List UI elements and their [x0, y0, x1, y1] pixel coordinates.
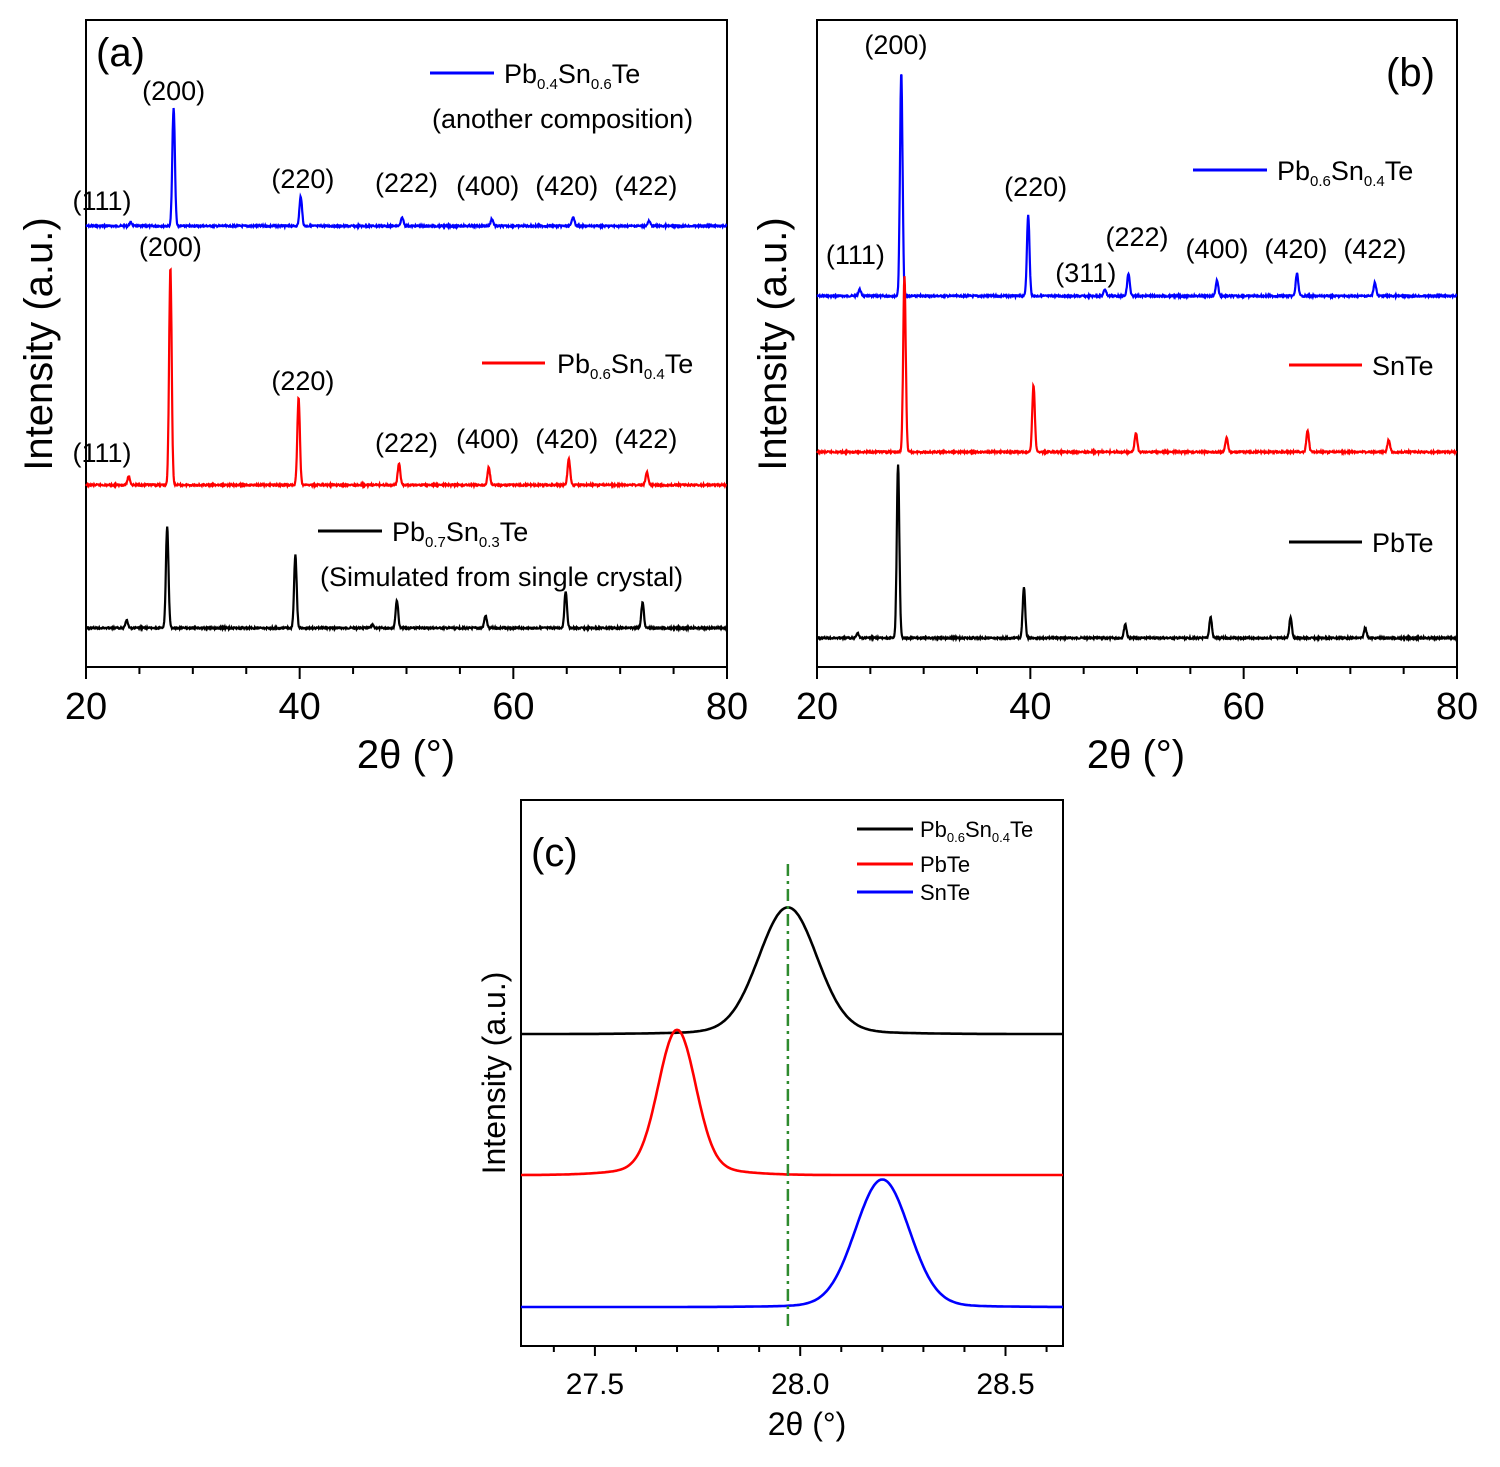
peak-label: (400) [456, 424, 519, 454]
panel-b-frame [816, 19, 1458, 668]
peak-label: (422) [614, 171, 677, 201]
x-tick-label: 27.5 [566, 1368, 624, 1401]
panel-c-x-ticks: 27.5 28.0 28.5 [552, 1346, 1048, 1401]
legend-a-black-label: Pb0.7Sn0.3Te [392, 517, 528, 551]
panel-b-x-label: 2θ (°) [1087, 733, 1185, 777]
panel-b-tag: (b) [1386, 51, 1435, 95]
peak-label: (400) [456, 171, 519, 201]
peak-label: (220) [1004, 172, 1067, 202]
x-tick-label: 28.5 [976, 1368, 1034, 1401]
panel-c-legend: Pb0.6Sn0.4Te PbTe SnTe [857, 817, 1033, 905]
x-tick-label: 80 [706, 686, 748, 728]
peak-label: (400) [1185, 234, 1248, 264]
peak-label: (220) [271, 164, 334, 194]
series-line-pb0-4sn0-6te [85, 107, 728, 231]
peak-label: (222) [1105, 222, 1168, 252]
x-tick-label: 20 [796, 686, 838, 728]
x-tick-label: 80 [1436, 686, 1478, 728]
peak-label: (200) [139, 232, 202, 262]
legend-a-red-label: Pb0.6Sn0.4Te [557, 349, 693, 383]
panel-c-series [521, 906, 1063, 1309]
panel-a-peak-labels: (111)(200)(220) (222) (400) (420) (422)(111)… [73, 76, 678, 468]
peak-label: (420) [1264, 234, 1327, 264]
legend-a-black-note: (Simulated from single crystal) [320, 562, 683, 592]
x-tick-label: 28.0 [771, 1368, 829, 1401]
panel-b-x-ticks: 20 40 60 80 [796, 667, 1478, 728]
peak-label: (311) [1055, 258, 1116, 288]
legend-c-red-label: PbTe [920, 852, 970, 877]
peak-label: (422) [1343, 234, 1406, 264]
series-line-pb0-6sn0-4te [85, 267, 728, 490]
panel-a-series [85, 107, 728, 633]
legend-b-blue-label: Pb0.6Sn0.4Te [1277, 156, 1413, 190]
panel-c-tag: (c) [531, 831, 578, 875]
panel-c-x-label: 2θ (°) [768, 1406, 847, 1442]
series-line-snte [816, 276, 1458, 457]
legend-c-black-label: Pb0.6Sn0.4Te [920, 817, 1033, 845]
peak-label: (222) [375, 168, 438, 198]
panel-c-y-label: Intensity (a.u.) [476, 972, 512, 1175]
x-tick-label: 60 [492, 686, 534, 728]
peak-label: (111) [826, 240, 885, 270]
peak-label: (422) [614, 424, 677, 454]
series-line-pbte [816, 464, 1458, 643]
peak-label: (222) [375, 428, 438, 458]
legend-b-red-label: SnTe [1372, 351, 1434, 381]
panel-c: 27.5 28.0 28.5 (c) Pb0.6Sn0.4Te PbTe SnTe … [476, 799, 1064, 1442]
series-line-pbte [521, 1028, 1063, 1177]
series-line-pb0-6sn0-4te [521, 906, 1063, 1036]
peak-label: (111) [73, 438, 132, 468]
panel-c-frame [520, 799, 1064, 1347]
x-tick-label: 40 [1009, 686, 1051, 728]
peak-label: (420) [535, 424, 598, 454]
panel-b-peak-labels: (111) (200) (220) (311) (222) (400) (420) (422) [826, 30, 1406, 288]
peak-label: (200) [142, 76, 205, 106]
series-line-pb0-6sn0-4te [816, 74, 1458, 301]
x-tick-label: 40 [279, 686, 321, 728]
panel-a-x-ticks: 20 40 60 80 [65, 667, 748, 728]
peak-label: (420) [535, 171, 598, 201]
x-tick-label: 60 [1223, 686, 1265, 728]
peak-label: (200) [864, 30, 927, 60]
legend-a-blue-note: (another composition) [432, 104, 693, 134]
panel-b-series [816, 74, 1458, 643]
x-tick-label: 20 [65, 686, 107, 728]
legend-a-blue-label: Pb0.4Sn0.6Te [504, 59, 640, 93]
legend-c-blue-label: SnTe [920, 880, 970, 905]
peak-label: (220) [271, 366, 334, 396]
panel-a: 20 40 60 80 (111)(200)(220) (222) (400) (420)(… [17, 19, 748, 777]
peak-label: (111) [73, 186, 132, 216]
series-line-snte [521, 1178, 1063, 1309]
series-line-pb0-7sn0-3te [85, 526, 728, 633]
legend-b-black-label: PbTe [1372, 528, 1434, 558]
panel-b-legend: Pb0.6Sn0.4Te SnTe PbTe [1193, 156, 1434, 558]
panel-b: 20 40 60 80 (111)(200)(220)(311)(222) (400)(… [751, 19, 1478, 777]
panel-a-x-label: 2θ (°) [357, 733, 455, 777]
panel-b-y-label: Intensity (a.u.) [751, 217, 795, 470]
panel-a-y-label: Intensity (a.u.) [17, 217, 61, 470]
panel-a-legend: Pb0.4Sn0.6Te (another composition) Pb0.6… [318, 59, 693, 592]
panel-a-tag: (a) [96, 31, 145, 75]
